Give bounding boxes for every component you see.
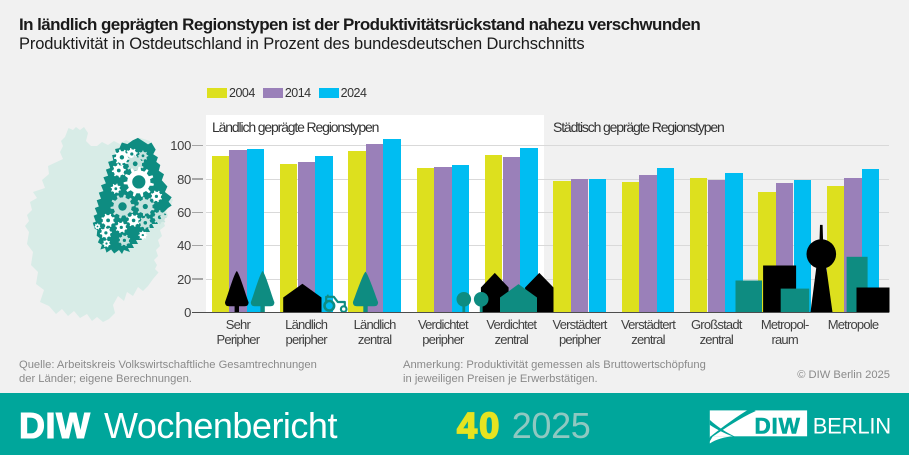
svg-text:BERLIN: BERLIN (813, 414, 891, 439)
svg-text:DIW: DIW (755, 414, 801, 439)
